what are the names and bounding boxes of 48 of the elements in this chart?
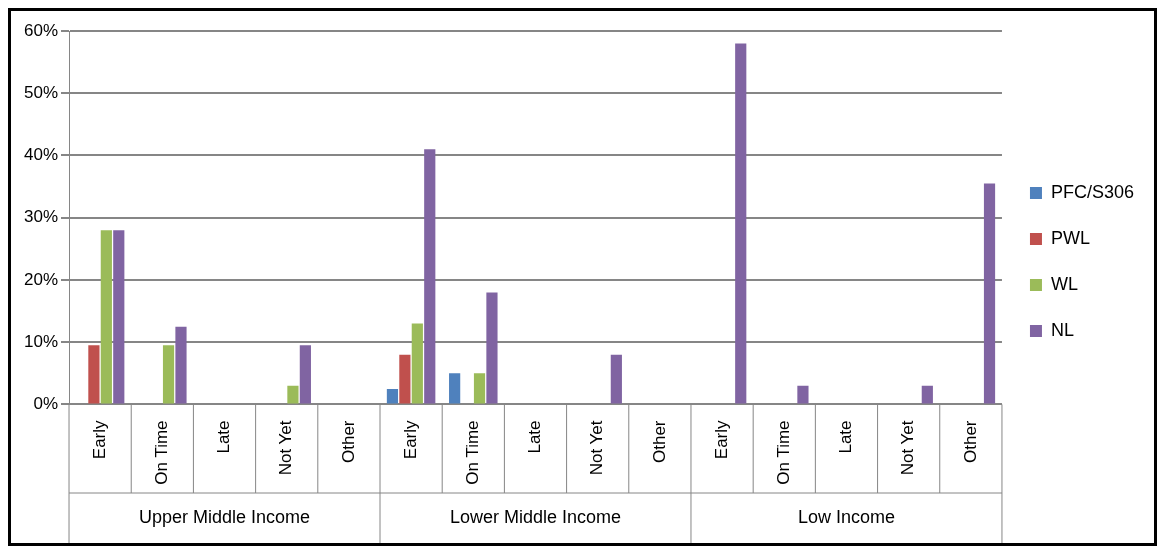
x-tick-label: Early (711, 419, 731, 460)
x-tick-label: Late (836, 420, 856, 454)
bar (797, 385, 809, 404)
x-tick-label: Other (338, 420, 358, 463)
x-tick-label: Other (960, 420, 980, 463)
text: Upper Middle Income (138, 506, 311, 527)
bar (411, 323, 423, 404)
y-tick-label: 30% (23, 207, 59, 227)
bar (100, 230, 112, 404)
bar (486, 292, 498, 404)
x-tick-label: On Time (462, 420, 482, 485)
bar (175, 326, 187, 404)
x-tick-label: On Time (152, 420, 172, 485)
bar (88, 345, 100, 404)
x-tick-label: Early (89, 419, 109, 460)
bar (424, 149, 436, 404)
bar (449, 373, 461, 404)
legend-label: NL (1050, 319, 1074, 340)
bar (399, 354, 411, 404)
bar (983, 183, 996, 404)
x-tick-label: On Time (773, 420, 793, 485)
x-tick-label: Late (214, 420, 234, 454)
text: Lower Middle Income (449, 506, 622, 527)
legend-label: PWL (1050, 227, 1090, 248)
bar (162, 345, 175, 404)
bar (113, 230, 125, 404)
y-tick-label: 20% (23, 269, 59, 289)
bar (287, 385, 299, 404)
bar (610, 354, 622, 404)
legend-label: WL (1050, 273, 1078, 294)
bar (473, 373, 486, 404)
x-tick-label: Not Yet (276, 420, 296, 476)
y-tick-label: 0% (33, 394, 59, 414)
text: Low Income (797, 506, 895, 527)
legend-label: PFC/S306 (1050, 181, 1135, 202)
x-tick-label: Early (400, 419, 420, 460)
y-tick-label: 60% (23, 20, 59, 40)
y-tick-label: 50% (23, 82, 59, 102)
y-tick-label: 10% (23, 331, 59, 351)
x-tick-label: Late (525, 420, 545, 454)
bar (386, 388, 399, 404)
x-tick-label: Not Yet (898, 420, 918, 476)
y-tick-label: 40% (23, 145, 59, 165)
x-tick-label: Other (649, 420, 669, 463)
bar (735, 43, 747, 404)
bar (921, 385, 933, 404)
bar (299, 345, 311, 404)
x-tick-label: Not Yet (587, 420, 607, 476)
